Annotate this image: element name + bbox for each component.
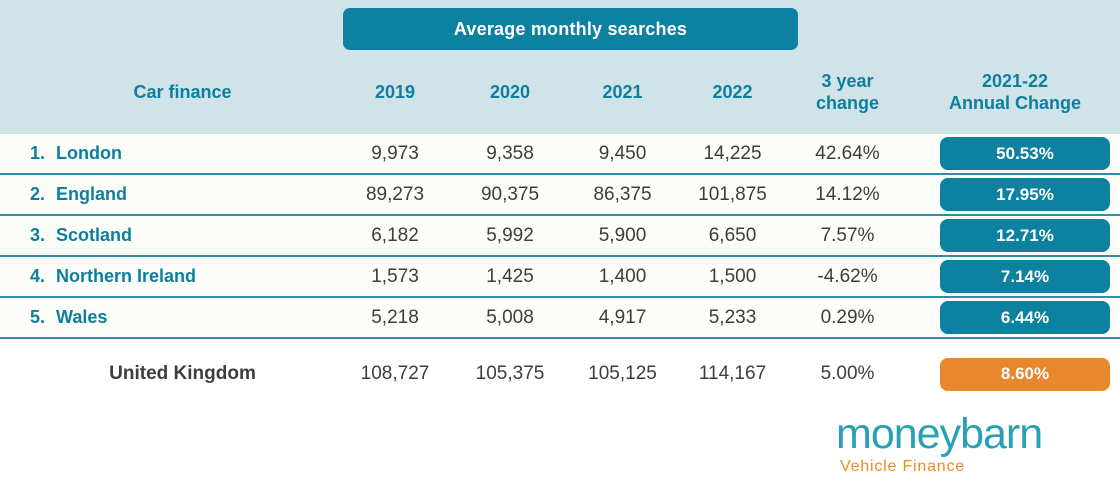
change-3yr-header-line1: 3 year <box>821 70 874 91</box>
value-2020: 90,375 <box>480 183 540 205</box>
annual-change-header-line2: Annual Change <box>948 93 1081 113</box>
value-2019: 1,573 <box>371 265 419 287</box>
value-2019: 89,273 <box>365 183 425 205</box>
table-body: 1. London 9,973 9,358 9,450 14,225 42.64… <box>0 134 1120 339</box>
value-2021: 9,450 <box>598 142 647 164</box>
value-2019: 108,727 <box>360 363 430 384</box>
change-3yr-value: 0.29% <box>820 306 875 328</box>
total-row-label: United Kingdom <box>109 363 256 384</box>
annual-change-badge: 50.53% <box>940 137 1110 170</box>
region-name: Wales <box>56 307 108 327</box>
column-header-row: Car finance 2019 2020 2021 2022 3 year c… <box>0 52 1120 132</box>
table-row-united-kingdom: United Kingdom 108,727 105,375 105,125 1… <box>0 352 1120 396</box>
value-2021: 5,900 <box>598 224 647 246</box>
change-3yr-header-line2: change <box>815 93 880 113</box>
region-rank: 2. <box>30 184 46 204</box>
value-2022: 101,875 <box>698 183 767 205</box>
annual-change-cell: 12.71% <box>910 219 1120 252</box>
value-2021: 105,125 <box>588 363 657 384</box>
region-rank: 5. <box>30 307 46 327</box>
region-name: Scotland <box>56 225 133 245</box>
title-band-label: Average monthly searches <box>453 18 688 39</box>
value-2021: 4,917 <box>598 306 647 328</box>
value-2019: 5,218 <box>371 306 419 328</box>
annual-change-cell: 6.44% <box>910 301 1120 334</box>
value-2020: 105,375 <box>475 363 545 384</box>
annual-change-badge: 6.44% <box>940 301 1110 334</box>
table-row-northern-ireland: 4. Northern Ireland 1,573 1,425 1,400 1,… <box>0 257 1120 298</box>
region-rank: 1. <box>30 143 46 163</box>
value-2020: 5,992 <box>486 224 534 246</box>
region-label: 3. Scotland <box>0 225 335 246</box>
region-name: England <box>56 184 127 204</box>
moneybarn-logo: moneybarn Vehicle Finance <box>836 410 1076 476</box>
annual-change-cell: 50.53% <box>910 137 1120 170</box>
annual-change-badge: 12.71% <box>940 219 1110 252</box>
table-row-scotland: 3. Scotland 6,182 5,992 5,900 6,650 7.57… <box>0 216 1120 257</box>
row-header-label: Car finance <box>133 81 232 102</box>
value-2021: 1,400 <box>598 265 647 287</box>
annual-change-badge-total: 8.60% <box>940 357 1110 391</box>
region-label: 1. London <box>0 143 335 164</box>
change-3yr-value: -4.62% <box>817 265 878 287</box>
annual-change-badge: 17.95% <box>940 178 1110 211</box>
annual-change-header: 2021-22 Annual Change <box>910 70 1120 115</box>
value-2019: 9,973 <box>371 142 419 164</box>
moneybarn-tagline: Vehicle Finance <box>840 458 965 476</box>
annual-change-badge: 7.14% <box>940 260 1110 293</box>
annual-change-header-line1: 2021-22 <box>981 70 1049 91</box>
region-rank: 3. <box>30 225 46 245</box>
change-3yr-value: 5.00% <box>820 363 875 384</box>
year-header-2020: 2020 <box>489 81 531 102</box>
region-rank: 4. <box>30 266 46 286</box>
value-2022: 5,233 <box>708 306 757 328</box>
annual-change-cell: 7.14% <box>910 260 1120 293</box>
value-2019: 6,182 <box>371 224 419 246</box>
change-3yr-value: 7.57% <box>820 224 875 246</box>
table-row-wales: 5. Wales 5,218 5,008 4,917 5,233 0.29% 6… <box>0 298 1120 339</box>
year-header-2021: 2021 <box>602 81 643 102</box>
year-header-2019: 2019 <box>374 81 416 102</box>
value-2022: 1,500 <box>708 265 757 287</box>
region-label: 2. England <box>0 184 335 205</box>
value-2020: 1,425 <box>486 265 534 287</box>
table-row-london: 1. London 9,973 9,358 9,450 14,225 42.64… <box>0 134 1120 175</box>
region-name: Northern Ireland <box>56 266 197 286</box>
value-2021: 86,375 <box>593 183 652 205</box>
title-band: Average monthly searches <box>343 8 798 50</box>
change-3yr-header: 3 year change <box>785 70 910 115</box>
year-header-2022: 2022 <box>712 81 753 102</box>
change-3yr-value: 42.64% <box>815 142 880 164</box>
annual-change-cell: 17.95% <box>910 178 1120 211</box>
table-row-england: 2. England 89,273 90,375 86,375 101,875 … <box>0 175 1120 216</box>
value-2020: 9,358 <box>486 142 534 164</box>
value-2020: 5,008 <box>486 306 534 328</box>
annual-change-cell: 8.60% <box>910 357 1120 391</box>
region-label: 5. Wales <box>0 307 335 328</box>
value-2022: 14,225 <box>703 142 762 164</box>
region-name: London <box>56 143 122 163</box>
moneybarn-wordmark: moneybarn <box>836 410 1043 458</box>
value-2022: 114,167 <box>698 363 767 384</box>
value-2022: 6,650 <box>708 224 757 246</box>
change-3yr-value: 14.12% <box>815 183 880 205</box>
region-label: 4. Northern Ireland <box>0 266 335 287</box>
